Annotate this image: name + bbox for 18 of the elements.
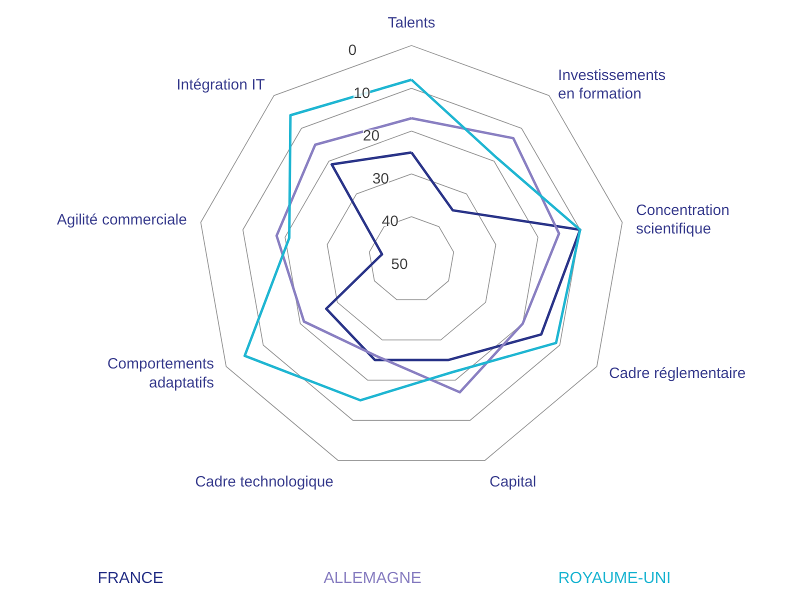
spoke-label: Cadre technologique	[195, 474, 334, 491]
y-tick-label: 20	[362, 128, 380, 145]
spoke-label: Comportements adaptatifs	[107, 356, 214, 392]
spoke-label: Intégration IT	[176, 76, 265, 94]
spoke-label: Talents	[388, 14, 436, 32]
spoke-label: Concentration scientifique	[636, 202, 730, 238]
spoke-label: Cadre réglementaire	[608, 365, 746, 382]
y-tick-label: 10	[353, 84, 370, 102]
y-tick-label: 0	[348, 42, 357, 59]
text: FRANCE	[98, 570, 164, 587]
spoke-label: Agilité commerciale	[56, 211, 187, 228]
y-tick-label: 30	[372, 170, 390, 188]
text: ALLEMAGNE	[324, 570, 422, 587]
y-tick-label: 50	[391, 256, 408, 273]
spoke-label: Capital	[489, 474, 536, 491]
spoke-label: Investissements en formation	[558, 66, 666, 103]
text: ROYAUME-UNI	[558, 570, 671, 587]
y-tick-label: 40	[382, 213, 398, 230]
